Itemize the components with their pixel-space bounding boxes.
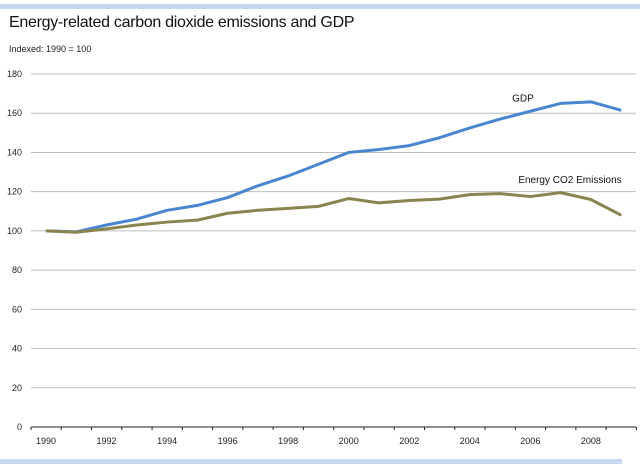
y-tick-label: 60 (12, 304, 22, 314)
data-point (590, 199, 592, 201)
y-tick-label: 80 (12, 265, 22, 275)
data-point (499, 118, 501, 120)
data-point (408, 199, 410, 201)
data-point (378, 149, 380, 151)
x-tick-label: 2004 (460, 436, 480, 446)
x-tick-label: 2006 (520, 436, 540, 446)
data-point (620, 109, 622, 111)
series-line-co2 (45, 191, 622, 234)
data-point (166, 221, 168, 223)
data-point (529, 110, 531, 112)
y-tick-label: 0 (17, 422, 22, 432)
chart-title: Energy-related carbon dioxide emissions … (9, 14, 355, 31)
x-tick-label: 1998 (278, 436, 298, 446)
data-point (106, 224, 108, 226)
data-point (378, 202, 380, 204)
data-point (317, 205, 319, 207)
data-point (257, 185, 259, 187)
data-point (75, 231, 77, 233)
data-point (348, 151, 350, 153)
data-point (45, 230, 47, 232)
series-label: Energy CO2 Emissions (518, 175, 621, 186)
data-point (227, 212, 229, 214)
data-point (590, 101, 592, 103)
data-point (469, 194, 471, 196)
chart-subtitle: Indexed: 1990 = 100 (9, 44, 92, 54)
data-point (257, 209, 259, 211)
data-point (106, 228, 108, 230)
y-tick-label: 160 (7, 108, 22, 118)
data-point (560, 102, 562, 104)
x-tick-label: 1992 (97, 436, 117, 446)
data-point (196, 219, 198, 221)
data-point (469, 127, 471, 129)
bottom-rule (0, 459, 622, 464)
data-point (287, 175, 289, 177)
data-point (136, 218, 138, 220)
y-tick-label: 180 (7, 69, 22, 79)
data-point (348, 198, 350, 200)
data-point (408, 145, 410, 147)
y-tick-label: 140 (7, 147, 22, 157)
data-point (136, 224, 138, 226)
data-point (317, 163, 319, 165)
y-tick-label: 40 (12, 344, 22, 354)
data-point (196, 204, 198, 206)
x-tick-label: 2000 (339, 436, 359, 446)
data-point (227, 197, 229, 199)
data-point (439, 198, 441, 200)
top-rule (0, 4, 640, 9)
series-label: GDP (512, 93, 534, 104)
data-point (287, 207, 289, 209)
data-point (620, 214, 622, 216)
data-point (529, 196, 531, 198)
x-tick-label: 2008 (581, 436, 601, 446)
x-tick-label: 1994 (157, 436, 177, 446)
series-line-gdp (45, 100, 622, 234)
x-tick-label: 2002 (399, 436, 419, 446)
data-point (166, 209, 168, 211)
y-tick-label: 100 (7, 226, 22, 236)
y-tick-label: 20 (12, 383, 22, 393)
y-tick-label: 120 (7, 187, 22, 197)
data-point (439, 137, 441, 139)
data-point (499, 193, 501, 195)
x-tick-label: 1990 (36, 436, 56, 446)
x-tick-label: 1996 (218, 436, 238, 446)
data-point (560, 192, 562, 194)
